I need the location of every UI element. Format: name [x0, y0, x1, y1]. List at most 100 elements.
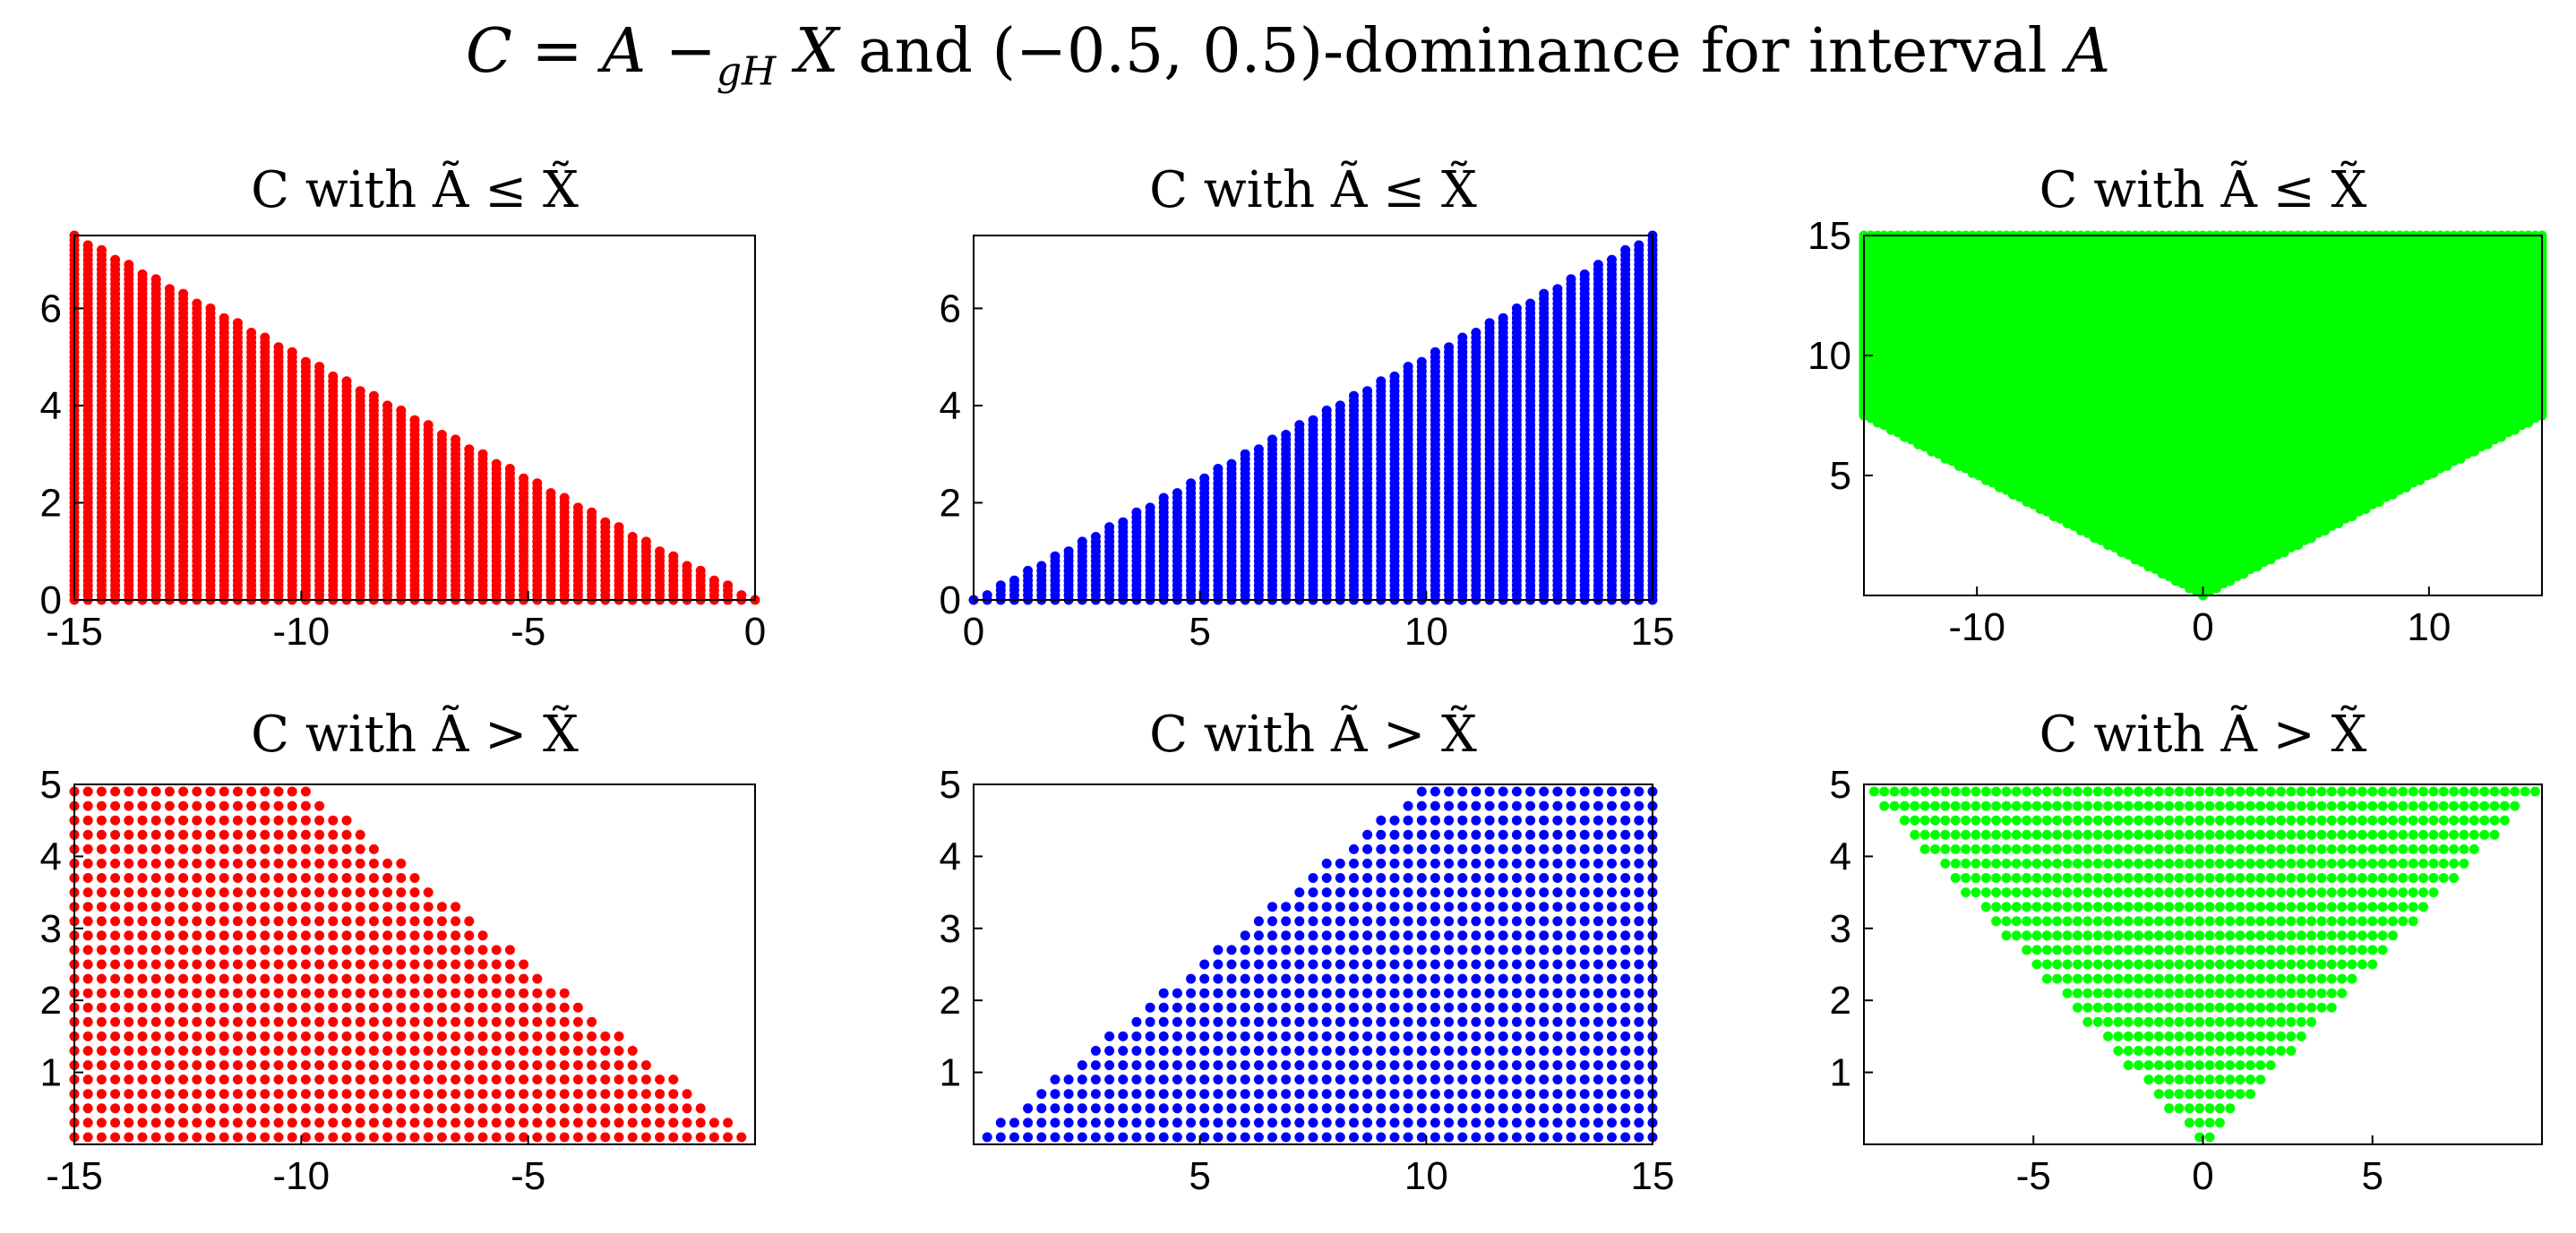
- data-point: [1090, 532, 1101, 542]
- data-point: [1226, 458, 1237, 469]
- y-tick-label: 2: [40, 481, 62, 525]
- data-point: [1498, 313, 1508, 323]
- data-point: [1172, 488, 1182, 499]
- data-point: [723, 580, 734, 591]
- x-tick-label: -10: [273, 610, 331, 654]
- data-point: [559, 492, 570, 503]
- data-point: [1308, 415, 1318, 425]
- data-point: [1213, 464, 1224, 474]
- data-point: [82, 240, 93, 251]
- data-point: [995, 580, 1006, 591]
- title-x: X: [795, 16, 839, 87]
- y-tick-label: 0: [40, 578, 62, 622]
- data-point: [150, 274, 161, 285]
- data-point: [1023, 565, 1034, 576]
- data-point: [1403, 362, 1413, 372]
- data-point: [1389, 371, 1400, 381]
- data-point: [192, 298, 202, 309]
- axes-frame: [73, 235, 756, 601]
- data-point: [1145, 502, 1155, 513]
- data-point: [600, 517, 611, 527]
- data-point: [1050, 551, 1060, 561]
- data-point: [1349, 390, 1359, 401]
- scatter-points: [968, 230, 1658, 605]
- data-point: [396, 405, 407, 415]
- title-tail: A: [2066, 16, 2111, 87]
- subplot-title: C with Ã ≤ X̃: [2039, 161, 2367, 219]
- data-point: [695, 565, 706, 576]
- data-point: [314, 362, 325, 372]
- data-point: [532, 478, 543, 489]
- data-point: [464, 444, 475, 455]
- data-point: [1511, 303, 1522, 313]
- data-point: [341, 376, 352, 387]
- data-point: [96, 244, 107, 255]
- scatter-points: [69, 230, 760, 605]
- data-point: [1566, 274, 1576, 285]
- data-point: [1267, 434, 1277, 445]
- title-sub: gH: [716, 48, 777, 95]
- data-point: [260, 332, 270, 343]
- data-point: [382, 400, 393, 411]
- data-point: [1634, 240, 1644, 251]
- data-point: [1525, 298, 1536, 309]
- data-point: [627, 532, 638, 542]
- data-point: [587, 507, 597, 518]
- data-point: [640, 536, 651, 547]
- y-tick-label: 6: [940, 287, 961, 330]
- subplot-title: C with Ã ≤ X̃: [251, 161, 579, 219]
- data-point: [1579, 269, 1590, 279]
- y-tick-label: 2: [940, 481, 961, 525]
- data-point: [1362, 386, 1373, 397]
- data-point: [1593, 260, 1603, 270]
- data-point: [1457, 332, 1468, 343]
- y-tick-label: 0: [940, 578, 961, 622]
- x-tick-label: 15: [1631, 610, 1675, 654]
- subplot-top-left: C with Ã ≤ X̃ -15 -10 -5 0 0 2 4 6: [0, 152, 806, 681]
- data-point: [545, 488, 556, 499]
- data-point: [736, 590, 747, 601]
- x-tick-label: 10: [1404, 610, 1448, 654]
- data-point: [355, 386, 365, 397]
- data-point: [1009, 575, 1019, 586]
- y-tick-label: 6: [40, 287, 62, 330]
- data-point: [232, 318, 243, 329]
- data-point: [273, 342, 284, 353]
- data-point: [1335, 400, 1345, 411]
- data-point: [1063, 546, 1074, 557]
- data-point: [504, 464, 515, 474]
- data-point: [1036, 561, 1047, 571]
- scatter-points: [1859, 230, 2547, 601]
- data-point: [1430, 347, 1440, 357]
- data-point: [205, 303, 216, 313]
- title-c: C: [465, 16, 512, 87]
- data-point: [1294, 420, 1305, 431]
- data-point: [287, 347, 297, 357]
- data-point: [614, 522, 624, 533]
- data-point: [1118, 517, 1129, 527]
- data-point: [1281, 430, 1292, 440]
- title-minus: −: [665, 16, 717, 87]
- data-point: [1321, 405, 1332, 415]
- data-point: [477, 449, 488, 459]
- data-point: [1376, 376, 1387, 387]
- data-point: [982, 590, 992, 601]
- axes-frame: [973, 235, 1653, 601]
- data-point: [423, 420, 434, 431]
- data-point: [491, 458, 502, 469]
- data-point: [1104, 522, 1115, 533]
- title-rest: and (−0.5, 0.5)-dominance for interval: [858, 16, 2048, 87]
- data-point: [1199, 473, 1210, 484]
- data-point: [178, 288, 189, 299]
- data-point: [409, 415, 420, 425]
- data-point: [708, 575, 719, 586]
- data-point: [1253, 444, 1264, 455]
- data-point: [368, 390, 379, 401]
- data-point: [1484, 318, 1495, 329]
- data-point: [1471, 328, 1481, 338]
- data-point: [1552, 284, 1563, 295]
- subplot-title: C with Ã ≤ X̃: [1149, 161, 1477, 219]
